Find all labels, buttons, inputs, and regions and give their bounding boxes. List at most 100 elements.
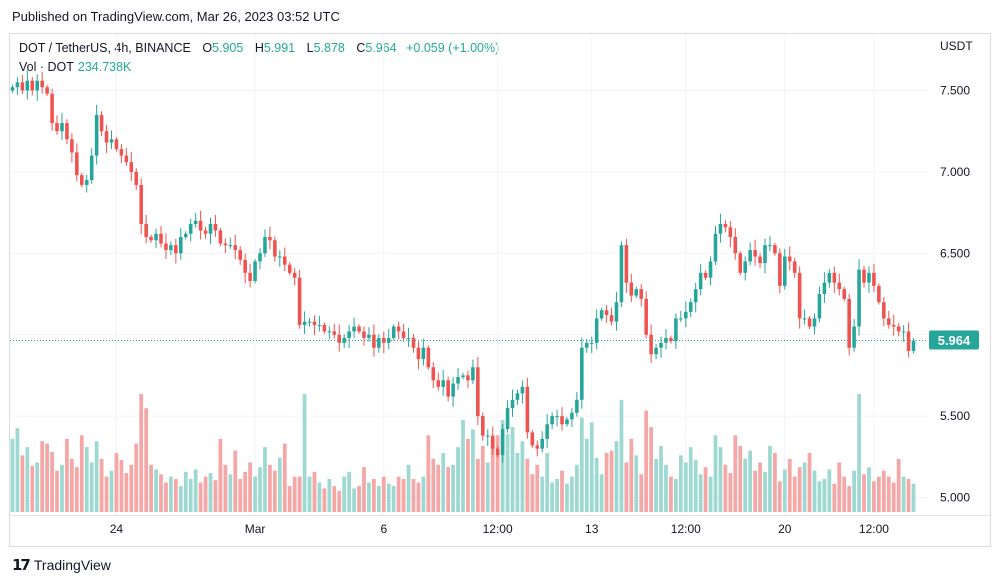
volume-bar — [89, 462, 94, 512]
volume-bar — [560, 470, 564, 512]
candle-body — [728, 227, 733, 238]
symbol-label[interactable]: DOT / TetherUS, 4h, BINANCE — [19, 41, 191, 55]
volume-bar — [193, 469, 198, 512]
candle-body — [332, 331, 337, 335]
volume-bar — [599, 474, 604, 512]
volume-bar — [213, 480, 218, 512]
candle-body — [872, 272, 876, 286]
candle-body — [535, 445, 540, 449]
volume-bar — [495, 435, 500, 512]
candle-body — [664, 337, 668, 343]
candle-body — [530, 432, 535, 446]
volume-bar — [173, 478, 178, 512]
volume-bar — [466, 438, 470, 512]
candle-body — [362, 331, 366, 338]
close-value: 5.964 — [365, 41, 397, 55]
candle-body — [877, 285, 881, 303]
candle-body — [688, 302, 693, 312]
candle-body — [20, 82, 25, 91]
volume-bar — [302, 394, 307, 512]
candle-body — [733, 237, 738, 254]
volume-bar — [604, 453, 609, 512]
volume-bar — [881, 470, 886, 512]
candle-body — [594, 318, 599, 343]
candle-body — [510, 399, 515, 408]
candle-body — [233, 245, 238, 251]
candle-body — [703, 272, 708, 278]
candle-body — [337, 334, 342, 343]
volume-bar — [391, 486, 396, 512]
candle-body — [792, 261, 797, 273]
volume-bar — [505, 434, 510, 512]
candle-body — [624, 245, 629, 283]
volume-bar — [649, 427, 654, 512]
volume-bar — [431, 458, 436, 512]
volume-bar — [272, 470, 277, 512]
candle-body — [174, 245, 178, 254]
volume-bar — [698, 474, 703, 512]
candle-body — [372, 334, 376, 348]
volume-bar — [183, 471, 188, 512]
chart-legend: DOT / TetherUS, 4h, BINANCE O5.905 H5.99… — [19, 39, 499, 77]
candle-body — [891, 324, 896, 327]
volume-bar — [723, 464, 728, 512]
volume-bar — [693, 460, 698, 512]
candle-body — [812, 318, 817, 327]
candle-body — [75, 152, 79, 176]
candle-body — [322, 324, 327, 332]
candle-body — [580, 347, 584, 400]
volume-bar — [65, 438, 69, 512]
candle-body — [65, 123, 69, 140]
volume-bar — [188, 478, 193, 512]
candle-body — [273, 240, 277, 257]
last-price-label: 5.964 — [938, 333, 971, 348]
footer-brand[interactable]: TradingView — [33, 557, 111, 573]
volume-bar — [441, 453, 446, 512]
volume-bar — [40, 441, 45, 512]
candle-body — [476, 367, 480, 417]
volume-bar — [812, 470, 817, 512]
volume-bar — [307, 476, 312, 512]
y-tick-label: 7.000 — [940, 165, 970, 179]
volume-bar — [728, 473, 733, 512]
volume-label[interactable]: Vol · DOT — [19, 60, 74, 74]
volume-bar — [30, 465, 35, 512]
candle-body — [619, 245, 624, 303]
candle-body — [396, 326, 401, 332]
candle-body — [347, 331, 351, 338]
high-key: H — [254, 41, 264, 55]
volume-bar — [827, 469, 832, 512]
volume-bar — [669, 476, 673, 512]
low-key: L — [306, 41, 314, 55]
y-tick-label: 6.500 — [940, 246, 970, 260]
volume-bar — [451, 464, 455, 512]
volume-bar — [84, 447, 89, 512]
volume-bar — [891, 482, 896, 512]
volume-bar — [327, 478, 332, 512]
candle-body — [787, 256, 792, 262]
volume-bar — [149, 464, 153, 512]
candle-body — [188, 223, 193, 234]
volume-bar — [367, 482, 371, 512]
candle-body — [500, 429, 505, 456]
volume-bar — [70, 458, 74, 512]
tradingview-logo-icon[interactable]: 17 — [12, 556, 31, 574]
x-tick-label: 12:00 — [671, 522, 701, 536]
candle-body — [911, 340, 916, 351]
candle-body — [565, 419, 569, 425]
volume-bar — [248, 462, 252, 512]
candle-body — [768, 245, 772, 247]
volume-bar — [10, 438, 15, 512]
candle-body — [778, 253, 782, 286]
candle-body — [228, 245, 233, 247]
candle-body — [723, 223, 728, 228]
x-tick-label: 20 — [778, 522, 792, 536]
x-tick-label: 13 — [585, 522, 599, 536]
candle-body — [134, 171, 139, 185]
volume-bar — [515, 453, 520, 512]
volume-bar — [624, 462, 629, 512]
volume-bar — [139, 394, 144, 512]
volume-bar — [733, 435, 738, 512]
candle-body — [604, 310, 609, 316]
